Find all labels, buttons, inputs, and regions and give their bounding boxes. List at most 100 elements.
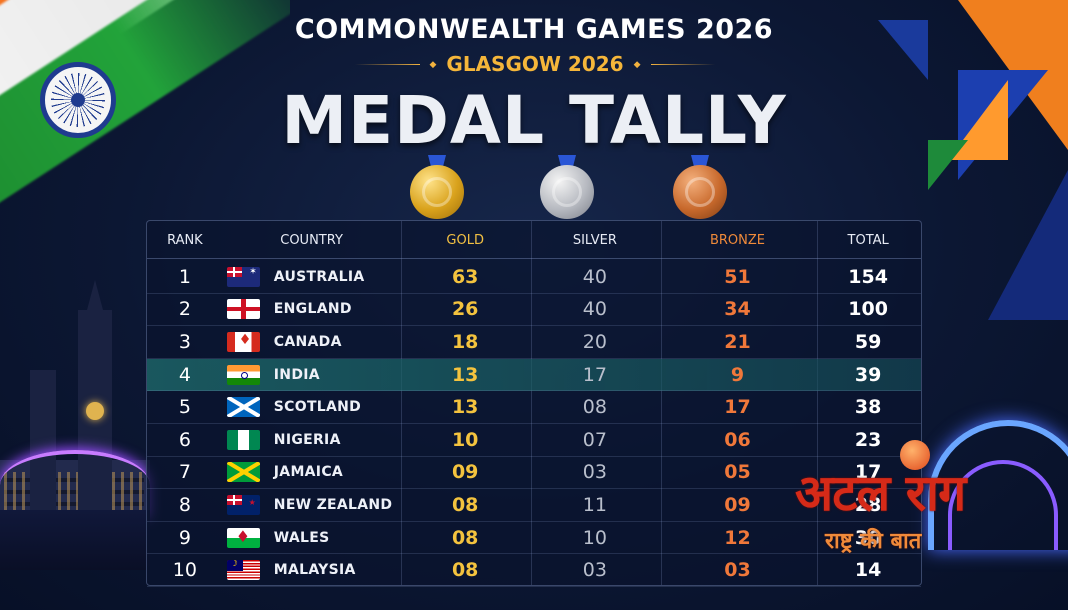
total-count: 30: [854, 526, 882, 549]
silver-count: 20: [582, 330, 607, 353]
country-cell: NEW ZEALAND: [223, 489, 401, 521]
logo-text: अटल राग: [795, 463, 966, 522]
malaysia-flag-icon: [226, 560, 260, 581]
silver-medal-icon: [540, 155, 594, 219]
table-row: 8 NEW ZEALAND 08 11 09 28: [147, 489, 921, 522]
diamond-icon: ◆: [633, 58, 641, 69]
nigeria-flag-icon: [226, 429, 260, 450]
table-row: 7 JAMAICA 09 03 05 17: [147, 457, 921, 490]
country-cell: CANADA: [223, 326, 401, 358]
rank-cell: 1: [178, 265, 191, 288]
country-cell: MALAYSIA: [223, 554, 401, 586]
new-zealand-flag-icon: [226, 494, 260, 515]
country-name: WALES: [273, 529, 330, 546]
country-name: CANADA: [273, 333, 342, 350]
rank-cell: 10: [172, 559, 197, 582]
gold-count: 08: [451, 493, 479, 516]
rank-cell: 2: [178, 298, 191, 321]
table-row: 6 NIGERIA 10 07 06 23: [147, 424, 921, 457]
rank-cell: 7: [178, 461, 191, 484]
gold-count: 10: [451, 428, 479, 451]
rank-cell: 9: [178, 526, 191, 549]
australia-flag-icon: [226, 266, 260, 287]
bridge-illustration: [0, 450, 150, 520]
medal-table: RANK COUNTRY GOLD SILVER BRONZE TOTAL 1 A…: [146, 220, 922, 587]
country-cell: NIGERIA: [223, 424, 401, 456]
bronze-count: 05: [724, 461, 751, 484]
rank-cell: 3: [178, 330, 191, 353]
total-count: 154: [848, 265, 888, 288]
arena-arch-inner: [948, 460, 1058, 550]
total-count: 39: [854, 363, 882, 386]
country-name: JAMAICA: [273, 464, 344, 481]
rank-cell: 4: [178, 363, 191, 386]
country-cell: JAMAICA: [223, 457, 401, 489]
country-name: NEW ZEALAND: [273, 496, 393, 513]
subtitle-row: ◆ GLASGOW 2026 ◆: [355, 52, 715, 76]
rank-cell: 6: [178, 428, 191, 451]
country-cell: AUSTRALIA: [223, 261, 401, 293]
scotland-flag-icon: [226, 397, 260, 418]
header-country: COUNTRY: [280, 232, 343, 248]
ashoka-chakra-icon: [40, 62, 116, 138]
logo-tagline: राष्ट्र की बात: [825, 528, 922, 554]
rank-cell: 5: [178, 396, 191, 419]
country-name: NIGERIA: [273, 431, 341, 448]
event-title: COMMONWEALTH GAMES 2026: [294, 14, 774, 45]
header-gold: GOLD: [446, 232, 484, 248]
rank-cell: 8: [178, 493, 191, 516]
bronze-count: 17: [724, 396, 751, 419]
bronze-count: 03: [724, 559, 751, 582]
table-row: 2 ENGLAND 26 40 34 100: [147, 294, 921, 327]
gold-count: 09: [451, 461, 479, 484]
header-silver: SILVER: [572, 232, 617, 248]
diamond-icon: ◆: [429, 58, 437, 69]
bronze-count: 21: [724, 330, 751, 353]
country-name: INDIA: [273, 366, 320, 383]
total-count: 17: [854, 461, 882, 484]
bronze-count: 12: [724, 526, 751, 549]
india-flag-icon: [226, 364, 260, 385]
headline: MEDAL TALLY: [281, 82, 787, 159]
jamaica-flag-icon: [226, 462, 260, 483]
atal-raag-logo: अटल राग राष्ट्र की बात: [795, 440, 1045, 580]
bronze-count: 09: [724, 493, 751, 516]
total-count: 28: [854, 493, 882, 516]
country-cell: INDIA: [223, 359, 401, 391]
gold-count: 18: [451, 330, 479, 353]
table-row: 3 CANADA 18 20 21 59: [147, 326, 921, 359]
country-name: AUSTRALIA: [273, 268, 365, 285]
gold-count: 08: [451, 526, 479, 549]
silver-count: 07: [582, 428, 607, 451]
country-cell: WALES: [223, 522, 401, 554]
conch-shell-icon: [900, 440, 930, 470]
table-row: 1 AUSTRALIA 63 40 51 154: [147, 261, 921, 294]
decorative-shards: [878, 0, 1068, 340]
silver-count: 40: [582, 265, 607, 288]
gold-medal-icon: [410, 155, 464, 219]
silver-count: 40: [582, 298, 607, 321]
table-row: 9 WALES 08 10 12 30: [147, 522, 921, 555]
header-bronze: BRONZE: [709, 232, 765, 248]
country-cell: ENGLAND: [223, 294, 401, 326]
total-count: 100: [848, 298, 888, 321]
glasgow-skyline-illustration: [0, 280, 150, 570]
table-header: RANK COUNTRY GOLD SILVER BRONZE TOTAL: [147, 221, 921, 259]
gold-count: 13: [451, 396, 479, 419]
arena-arch-illustration: [928, 420, 1068, 550]
silver-count: 17: [582, 363, 607, 386]
england-flag-icon: [226, 299, 260, 320]
country-name: ENGLAND: [273, 301, 352, 318]
country-name: SCOTLAND: [273, 399, 362, 416]
silver-count: 10: [582, 526, 607, 549]
bronze-count: 9: [730, 363, 745, 386]
bronze-count: 06: [724, 428, 751, 451]
total-count: 38: [854, 396, 882, 419]
total-count: 14: [854, 559, 882, 582]
table-row: 10 MALAYSIA 08 03 03 14: [147, 554, 921, 587]
gold-count: 26: [451, 298, 479, 321]
gold-count: 08: [451, 559, 479, 582]
silver-count: 11: [582, 493, 607, 516]
header-rank: RANK: [167, 232, 203, 248]
table-row: 5 SCOTLAND 13 08 17 38: [147, 391, 921, 424]
